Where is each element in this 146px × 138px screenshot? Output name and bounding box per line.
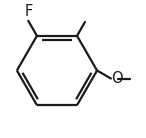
Text: O: O xyxy=(112,71,123,86)
Text: F: F xyxy=(24,4,32,19)
